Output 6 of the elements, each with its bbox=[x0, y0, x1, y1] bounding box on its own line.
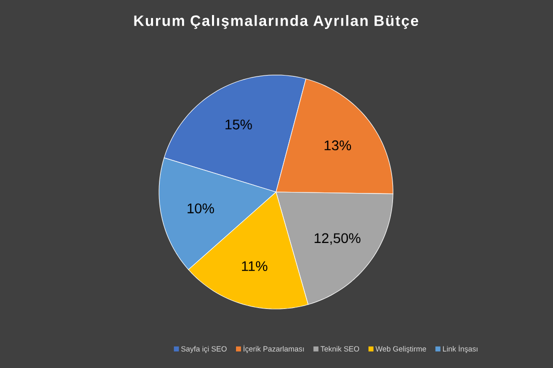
data-label: 15% bbox=[226, 120, 252, 130]
data-label: 11% bbox=[242, 261, 268, 272]
data-label: 12,50% bbox=[314, 233, 360, 245]
data-label: 10% bbox=[188, 203, 214, 214]
chart-title: Kurum Çalışmalarında Ayrılan Bütçe bbox=[134, 15, 418, 29]
data-label: 13% bbox=[324, 140, 352, 150]
